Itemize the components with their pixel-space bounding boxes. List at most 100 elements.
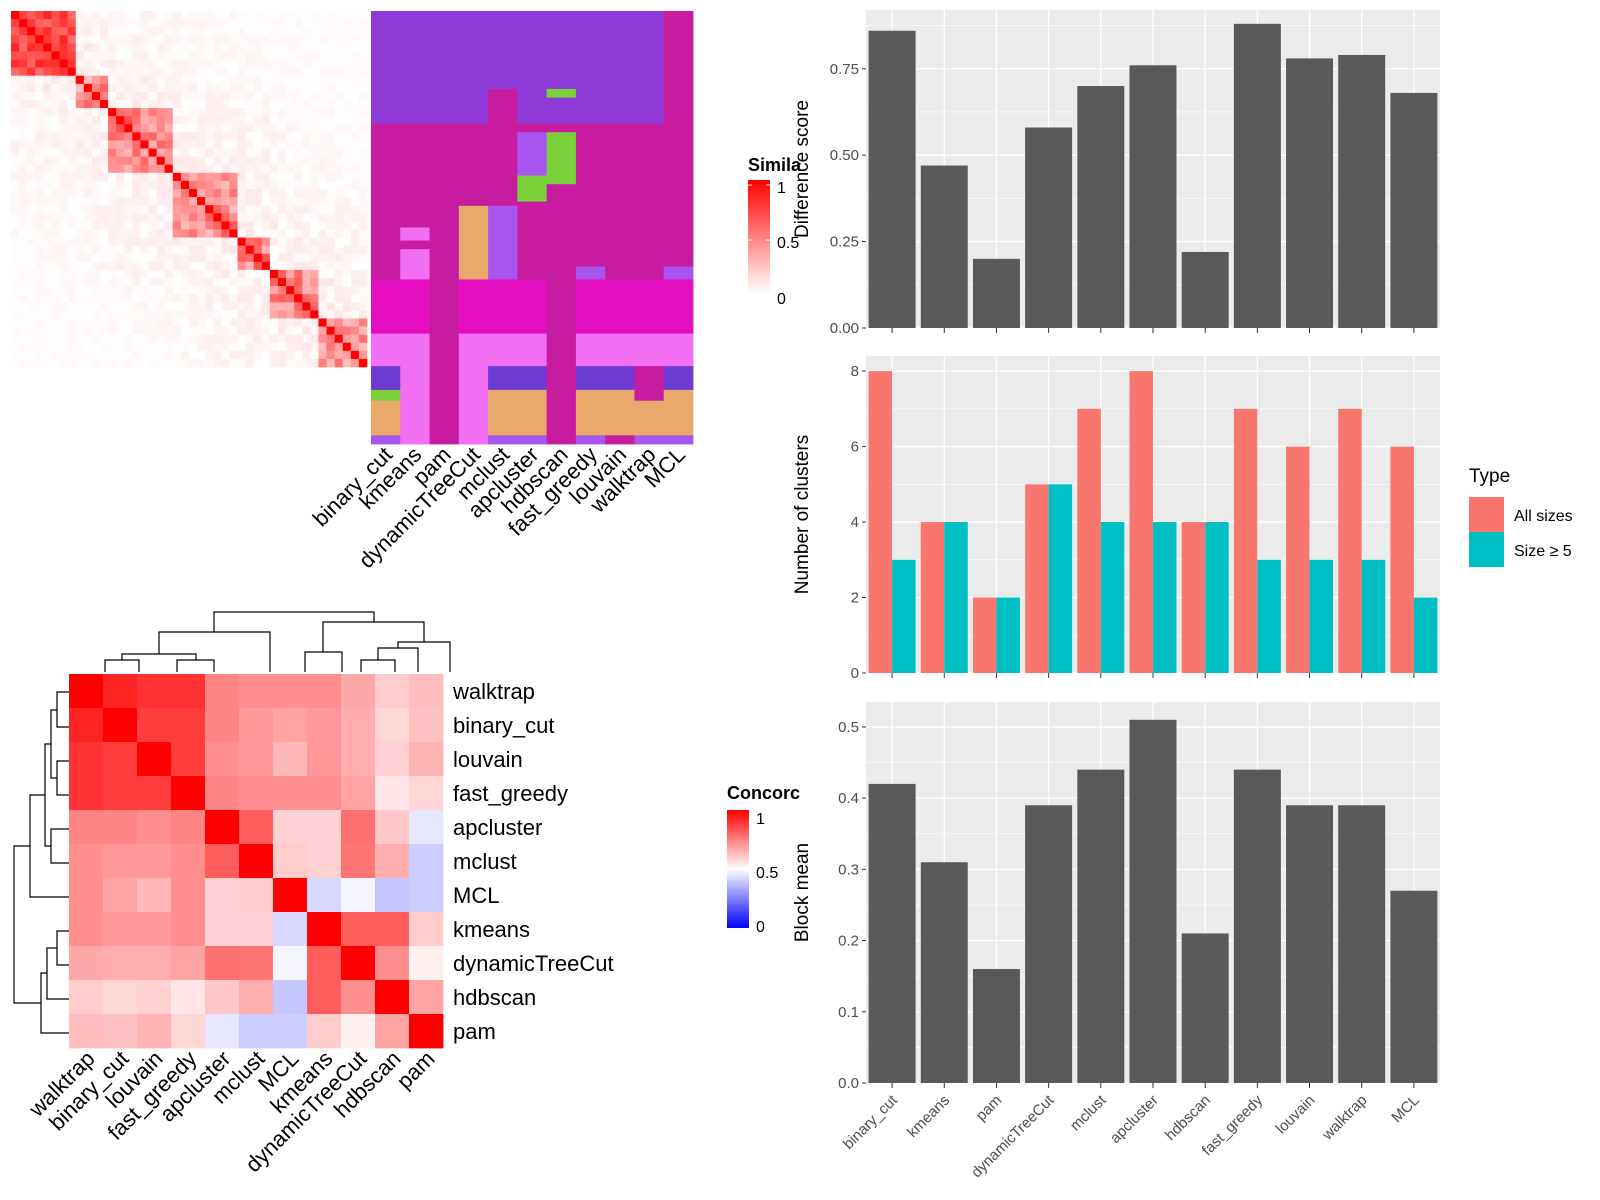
similarity-cell — [358, 35, 368, 44]
similarity-cell — [197, 205, 206, 214]
similarity-cell — [75, 261, 85, 271]
similarity-cell — [213, 108, 222, 117]
similarity-cell — [229, 189, 238, 198]
similarity-cell — [124, 156, 133, 166]
concordance-cell — [205, 1014, 240, 1049]
similarity-cell — [229, 51, 238, 60]
similarity-cell — [91, 164, 101, 174]
similarity-cell — [326, 261, 335, 271]
similarity-cell — [278, 334, 287, 344]
similarity-cell — [124, 326, 133, 335]
similarity-cell — [156, 261, 166, 271]
similarity-cell — [318, 358, 327, 368]
similarity-cell — [11, 245, 20, 255]
similarity-cell — [172, 213, 182, 222]
similarity-cell — [132, 67, 141, 77]
concordance-cell — [341, 1014, 376, 1049]
similarity-cell — [140, 116, 149, 125]
similarity-cell — [302, 11, 311, 20]
similarity-cell — [302, 358, 311, 368]
similarity-cell — [245, 164, 255, 174]
similarity-cell — [197, 11, 206, 20]
similarity-cell — [132, 278, 141, 287]
similarity-cell — [197, 197, 206, 206]
similarity-cell — [59, 286, 68, 295]
membership-cell — [488, 11, 518, 90]
similarity-cell — [124, 51, 133, 60]
similarity-cell — [261, 108, 271, 117]
similarity-cell — [286, 75, 295, 85]
similarity-cell — [221, 358, 230, 368]
similarity-cell — [245, 197, 255, 206]
concordance-cell — [69, 742, 104, 777]
similarity-cell — [253, 237, 263, 246]
similarity-cell — [326, 197, 335, 206]
concordance-cell — [375, 810, 410, 845]
similarity-cell — [67, 124, 77, 133]
similarity-cell — [253, 51, 263, 60]
concordance-cell — [239, 946, 274, 981]
similarity-cell — [116, 261, 125, 271]
all-sizes-swatch — [1469, 497, 1504, 532]
similarity-cell — [229, 59, 238, 68]
similarity-cell — [172, 83, 182, 93]
similarity-cell — [156, 358, 166, 368]
similarity-cell — [269, 342, 279, 352]
similarity-cell — [180, 164, 190, 174]
similarity-cell — [286, 108, 295, 117]
similarity-cell — [43, 261, 52, 271]
similarity-cell — [237, 261, 246, 271]
similarity-cell — [318, 156, 327, 166]
similarity-cell — [261, 27, 271, 36]
similarity-cell — [108, 269, 117, 279]
similarity-cell — [189, 51, 198, 60]
similarity-cell — [108, 213, 117, 222]
similarity-cell — [253, 11, 263, 20]
similarity-cell — [11, 278, 20, 287]
similarity-cell — [51, 148, 60, 157]
similarity-cell — [11, 51, 20, 60]
similarity-cell — [11, 205, 20, 214]
similarity-cell — [245, 156, 255, 166]
bar — [920, 862, 968, 1083]
concordance-cell — [307, 878, 342, 913]
similarity-cell — [310, 67, 319, 77]
similarity-cell — [261, 91, 271, 101]
similarity-cell — [116, 164, 125, 174]
similarity-cell — [318, 237, 327, 246]
similarity-cell — [294, 294, 303, 303]
similarity-cell — [91, 261, 101, 271]
similarity-cell — [43, 140, 52, 149]
similarity-cell — [318, 229, 327, 238]
similarity-cell — [245, 51, 255, 60]
similarity-cell — [245, 221, 255, 230]
similarity-cell — [180, 342, 190, 352]
similarity-cell — [35, 27, 44, 36]
similarity-cell — [75, 180, 85, 190]
similarity-cell — [237, 180, 246, 190]
similarity-cell — [326, 27, 335, 36]
similarity-cell — [310, 318, 319, 327]
similarity-cell — [11, 213, 20, 222]
similarity-cell — [213, 253, 222, 263]
membership-cell — [575, 389, 606, 436]
similarity-cell — [91, 140, 101, 149]
similarity-cell — [358, 261, 368, 271]
similarity-cell — [294, 164, 303, 174]
similarity-cell — [253, 310, 263, 319]
similarity-cell — [197, 83, 206, 93]
similarity-cell — [253, 286, 263, 295]
similarity-cell — [27, 310, 36, 319]
similarity-cell — [229, 172, 238, 182]
similarity-cell — [91, 35, 101, 44]
similarity-cell — [278, 245, 287, 255]
similarity-cell — [124, 116, 133, 125]
concordance-row-label: apcluster — [453, 815, 542, 840]
similarity-cell — [164, 124, 174, 133]
similarity-cell — [140, 253, 149, 263]
similarity-cell — [35, 148, 44, 157]
similarity-cell — [213, 278, 222, 287]
similarity-cell — [286, 189, 295, 198]
similarity-cell — [108, 51, 117, 60]
similarity-cell — [205, 221, 214, 230]
